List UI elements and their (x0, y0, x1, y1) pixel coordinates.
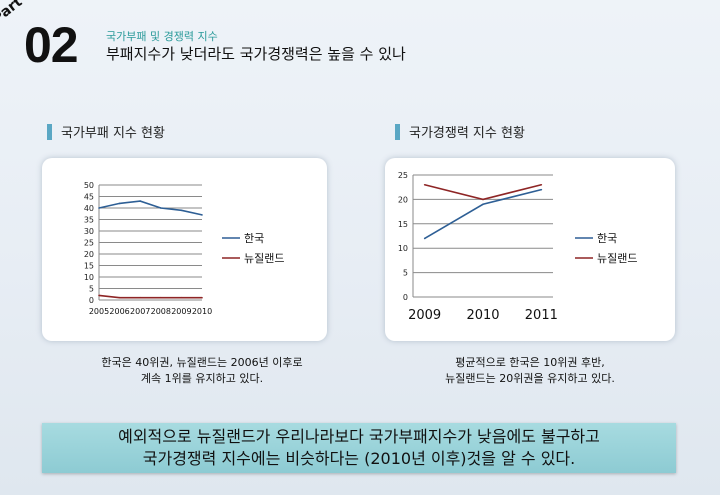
page-title: 부패지수가 낮더라도 국가경쟁력은 높을 수 있나 (106, 45, 406, 63)
page-subtitle: 국가부패 및 경쟁력 지수 (106, 30, 218, 43)
data-point (98, 207, 100, 209)
y-tick-label: 30 (84, 227, 94, 236)
x-tick-label: 2009 (408, 308, 441, 323)
data-point (118, 202, 121, 205)
y-tick-label: 5 (403, 269, 408, 278)
y-tick-label: 35 (84, 216, 94, 225)
y-tick-label: 10 (398, 244, 408, 253)
legend-label: 뉴질랜드 (597, 252, 637, 265)
section-heading-competitiveness: 국가경쟁력 지수 현황 (395, 122, 525, 141)
y-tick-label: 20 (84, 250, 94, 259)
y-tick-label: 15 (84, 262, 94, 271)
y-tick-label: 10 (84, 273, 94, 282)
x-tick-label: 2005 (89, 307, 109, 316)
caption-line: 뉴질랜드는 20위권을 유지하고 있다. (445, 372, 615, 385)
y-tick-label: 25 (84, 239, 94, 248)
legend-label: 한국 (597, 232, 617, 245)
data-point (160, 296, 162, 299)
data-point (160, 207, 162, 209)
data-point (423, 237, 426, 240)
caption-corruption: 한국은 40위권, 뉴질랜드는 2006년 이후로 계속 1위를 유지하고 있다… (42, 355, 362, 387)
data-point (482, 203, 484, 206)
caption-competitiveness: 평균적으로 한국은 10위권 후반, 뉴질랜드는 20위권을 유지하고 있다. (370, 355, 690, 387)
x-tick-label: 2008 (151, 307, 171, 316)
y-tick-label: 15 (398, 220, 408, 229)
legend-label: 뉴질랜드 (244, 252, 284, 265)
legend-label: 한국 (244, 232, 264, 245)
conclusion-line: 예외적으로 뉴질랜드가 우리나라보다 국가부패지수가 낮음에도 불구하고 (118, 427, 600, 446)
data-point (180, 209, 183, 212)
x-tick-label: 2009 (171, 307, 191, 316)
data-point (139, 296, 141, 299)
y-tick-label: 45 (84, 193, 94, 202)
x-tick-label: 2007 (130, 307, 150, 316)
section-heading-text: 국가경쟁력 지수 현황 (409, 126, 525, 141)
part-number: 02 (24, 17, 79, 73)
series-line-newzealand (98, 294, 202, 299)
data-point (201, 296, 203, 299)
chart-panel-corruption: 0 5 10 15 20 25 30 35 40 45 50 2005 2006 2007 2008 2009… (42, 158, 327, 341)
series-line-korea (98, 200, 203, 216)
conclusion-box: 예외적으로 뉴질랜드가 우리나라보다 국가부패지수가 낮음에도 불구하고 국가경… (42, 423, 676, 473)
y-tick-label: 25 (398, 171, 408, 180)
section-heading-corruption: 국가부패 지수 현황 (47, 122, 165, 141)
y-tick-label: 40 (84, 204, 94, 213)
series-line-korea (424, 188, 542, 240)
x-tick-label: 2010 (466, 308, 499, 323)
data-point (201, 214, 203, 216)
x-tick-label: 2010 (192, 307, 212, 316)
section-heading-text: 국가부패 지수 현황 (61, 126, 165, 141)
y-tick-label: 5 (89, 285, 94, 294)
data-point (540, 183, 543, 186)
conclusion-line: 국가경쟁력 지수에는 비슷하다는 (2010년 이후)것을 알 수 있다. (142, 449, 576, 468)
x-tick-label: 2006 (109, 307, 129, 316)
y-tick-label: 0 (403, 293, 408, 302)
x-tick-label: 2011 (525, 308, 558, 323)
caption-line: 평균적으로 한국은 10위권 후반, (455, 356, 605, 369)
chart-corruption-index: 0 5 10 15 20 25 30 35 40 45 50 2005 2006 2007 2008 2009… (84, 181, 285, 316)
series-line-newzealand (424, 183, 542, 201)
y-tick-label: 50 (84, 181, 94, 190)
data-point (180, 296, 183, 299)
data-point (118, 296, 121, 299)
data-point (98, 294, 100, 297)
y-tick-label: 20 (398, 195, 408, 204)
heading-accent-bar (395, 123, 400, 140)
data-point (482, 198, 484, 201)
data-point (540, 188, 543, 191)
caption-line: 한국은 40위권, 뉴질랜드는 2006년 이후로 (101, 356, 303, 369)
y-tick-label: 0 (89, 296, 94, 305)
data-point (139, 200, 141, 202)
data-point (423, 183, 426, 186)
caption-line: 계속 1위를 유지하고 있다. (140, 372, 264, 385)
heading-accent-bar (47, 123, 52, 140)
